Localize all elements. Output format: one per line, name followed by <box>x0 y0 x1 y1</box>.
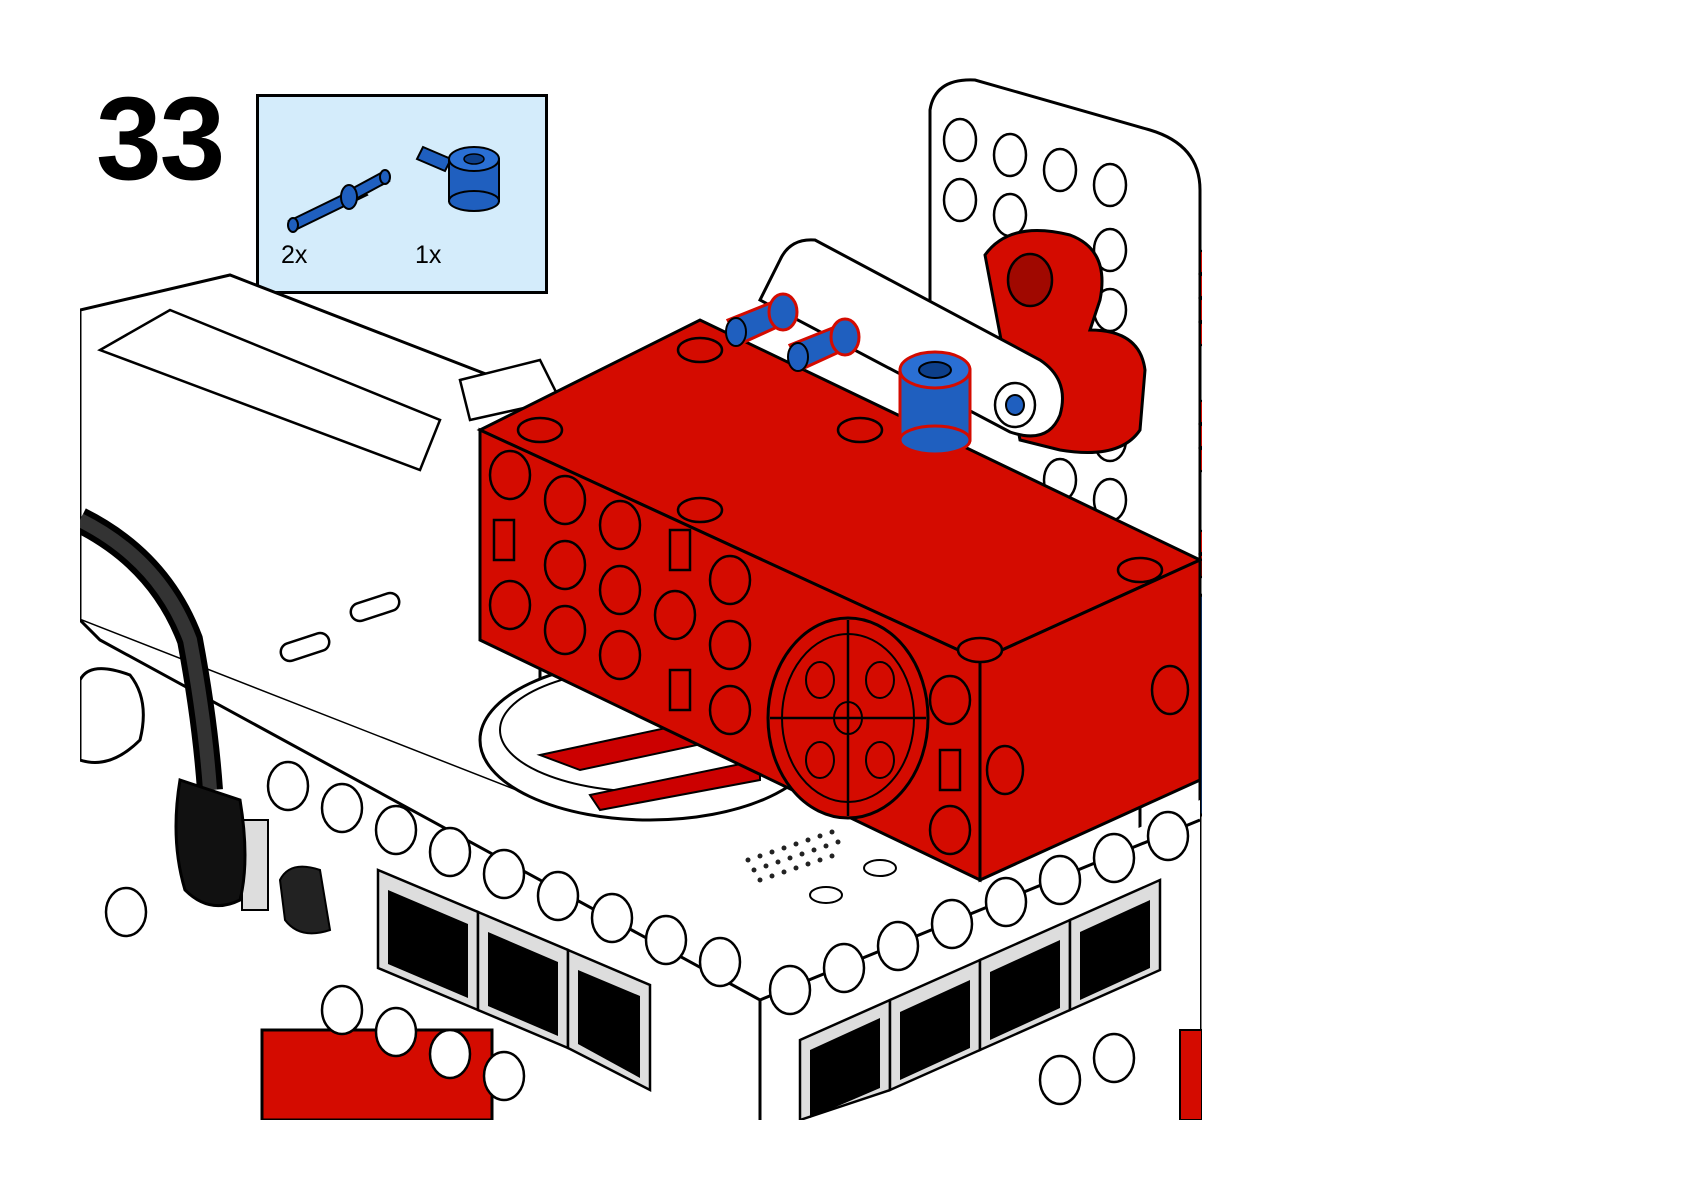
hub-ports-left <box>376 868 652 1093</box>
new-connector <box>898 350 972 456</box>
hub-ports-right <box>798 878 1162 1120</box>
parts-callout: 2x 1x <box>256 94 548 294</box>
connector-icon <box>415 145 500 212</box>
motor-output-icon <box>766 616 930 820</box>
red-motor <box>476 318 1202 883</box>
step-number: 33 <box>96 73 225 205</box>
hub-body <box>80 273 1202 1120</box>
sensor-cable <box>80 508 247 908</box>
quantity-axle-pin: 2x <box>281 241 308 269</box>
quantity-connector: 1x <box>415 241 442 269</box>
parts-illustration <box>287 145 500 233</box>
new-axle-pins <box>725 292 861 372</box>
axle-pin-icon <box>287 169 391 233</box>
white-beam <box>758 238 1064 438</box>
